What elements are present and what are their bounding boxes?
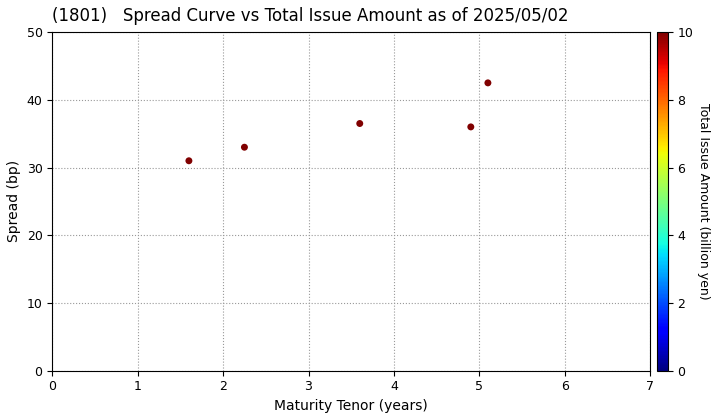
X-axis label: Maturity Tenor (years): Maturity Tenor (years) xyxy=(274,399,428,413)
Y-axis label: Total Issue Amount (billion yen): Total Issue Amount (billion yen) xyxy=(697,103,710,300)
Point xyxy=(238,144,250,151)
Point xyxy=(354,120,366,127)
Point xyxy=(465,123,477,130)
Y-axis label: Spread (bp): Spread (bp) xyxy=(7,160,21,242)
Text: (1801)   Spread Curve vs Total Issue Amount as of 2025/05/02: (1801) Spread Curve vs Total Issue Amoun… xyxy=(53,7,569,25)
Point xyxy=(183,158,194,164)
Point xyxy=(482,79,494,86)
